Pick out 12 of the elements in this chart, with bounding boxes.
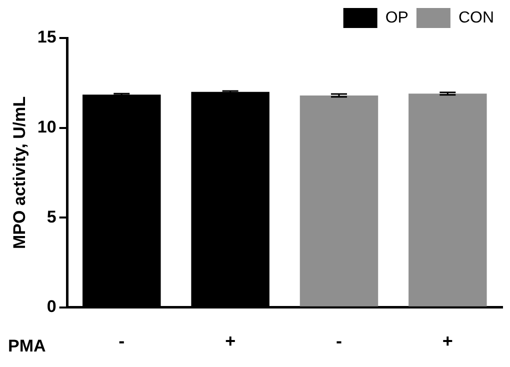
y-tick-label: 10 — [37, 117, 56, 136]
y-axis-title: MPO activity, U/mL — [10, 96, 29, 250]
x-tick-label: - — [336, 331, 342, 352]
y-tick-label: 0 — [46, 297, 56, 316]
legend-label: OP — [385, 9, 408, 26]
x-tick-label: - — [118, 331, 125, 352]
x-axis-title: PMA — [8, 336, 46, 356]
y-tick-label: 5 — [46, 207, 56, 226]
x-tick-label: + — [442, 331, 453, 352]
x-tick-label: + — [225, 331, 236, 352]
y-tick-label: 15 — [37, 28, 56, 47]
legend-label: CON — [458, 9, 494, 26]
